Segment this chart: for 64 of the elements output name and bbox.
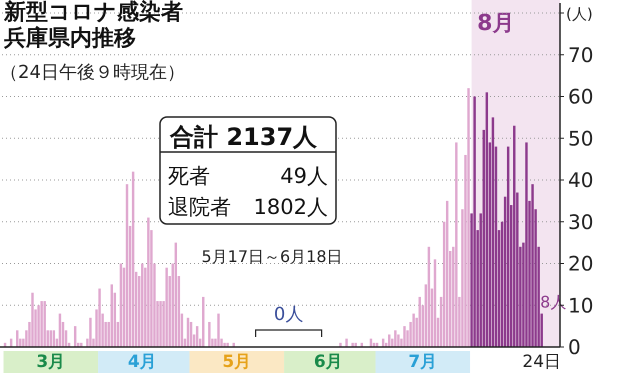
bar	[446, 200, 448, 347]
chart-title: 新型コロナ感染者兵庫県内推移	[4, 0, 184, 52]
y-tick-label: 70	[568, 42, 594, 67]
bar	[165, 268, 168, 347]
y-tick-label: 20	[568, 252, 594, 276]
bar	[202, 296, 204, 347]
bar	[412, 314, 415, 347]
bar	[190, 322, 192, 347]
x-tick-label: 4月	[128, 352, 157, 372]
bar	[418, 296, 421, 347]
bar	[428, 246, 430, 347]
y-tick-label: 40	[568, 168, 594, 192]
bar	[345, 338, 348, 347]
bar	[486, 92, 488, 347]
y-tick-label: 0	[568, 335, 581, 359]
annotation: 退院者 1802人	[168, 195, 328, 219]
bar	[52, 330, 56, 347]
bar	[98, 288, 101, 347]
bar	[58, 314, 62, 347]
bar	[525, 142, 528, 347]
bar	[10, 338, 12, 347]
text: （24日午後９時現在）	[0, 62, 185, 83]
summary-box: 合計 2137人 死者 49人 退院者 1802人	[159, 116, 337, 225]
bar	[174, 242, 178, 347]
band-label: 8月	[477, 11, 514, 36]
bar	[16, 330, 18, 347]
bar	[382, 338, 384, 347]
bar	[196, 326, 198, 347]
bar	[397, 334, 400, 347]
bar	[208, 322, 211, 347]
x-tick-label: 3月	[36, 352, 66, 372]
bar	[531, 184, 534, 347]
y-tick-label: 30	[568, 210, 594, 234]
y-tick-label: 50	[568, 126, 594, 150]
bar	[120, 264, 122, 347]
bar	[394, 330, 397, 347]
x-tick-label: 7月	[408, 352, 438, 372]
annotation: 0人	[274, 304, 304, 325]
bar	[50, 330, 52, 347]
x-tick-label: 6月	[314, 352, 343, 372]
bar	[74, 326, 76, 347]
bar	[473, 96, 476, 347]
y-tick-label: 60	[568, 84, 594, 108]
y-axis-title: (人)	[566, 5, 593, 23]
bar	[132, 172, 134, 347]
x-tick-label: 24日	[522, 352, 562, 372]
bar	[147, 218, 150, 347]
annotation: 合計 2137人	[169, 123, 318, 151]
x-tick-label: 5月	[222, 352, 252, 372]
bar	[110, 284, 113, 347]
bar	[89, 318, 92, 347]
bar	[141, 264, 144, 347]
y-tick-label: 10	[568, 293, 594, 318]
bar	[506, 146, 510, 347]
bar	[37, 305, 40, 347]
bar	[159, 301, 162, 347]
bar	[455, 142, 458, 347]
bar	[513, 126, 516, 347]
bar	[492, 117, 494, 347]
bar	[43, 301, 46, 347]
bar	[388, 334, 390, 347]
bar	[40, 301, 43, 347]
annotation: 5月17日～6月18日	[201, 247, 343, 266]
bar	[370, 338, 372, 347]
